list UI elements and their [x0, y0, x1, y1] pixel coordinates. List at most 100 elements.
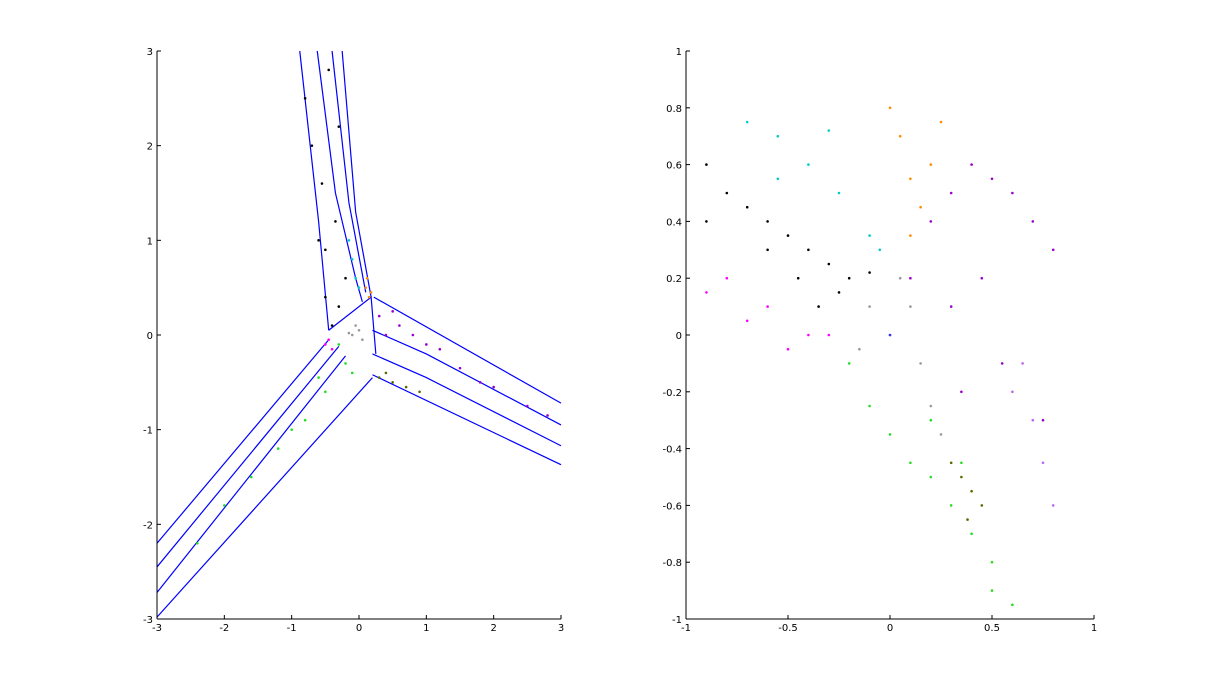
curve — [328, 295, 377, 354]
x-tick-label: -1 — [287, 623, 297, 634]
curve — [156, 345, 340, 568]
point — [990, 177, 994, 181]
curve — [331, 50, 367, 293]
point — [317, 239, 320, 242]
point — [929, 404, 933, 408]
point — [196, 541, 199, 545]
point — [320, 182, 324, 185]
y-tick-label: 1 — [147, 236, 153, 247]
point — [391, 381, 394, 384]
point — [939, 120, 943, 124]
point — [327, 338, 331, 342]
point — [949, 461, 953, 465]
x-tick-label: 1 — [1091, 623, 1097, 634]
point — [391, 310, 394, 313]
point — [276, 447, 280, 450]
point — [337, 305, 341, 308]
point — [223, 504, 226, 507]
point — [786, 234, 790, 237]
point — [347, 331, 351, 335]
point — [361, 338, 364, 342]
point — [317, 376, 320, 379]
y-tick-label: 1 — [676, 47, 682, 58]
point — [868, 305, 871, 308]
curve — [373, 296, 562, 404]
point — [919, 205, 922, 209]
point — [909, 461, 912, 465]
point — [526, 404, 529, 408]
point — [888, 433, 892, 436]
point — [546, 414, 549, 417]
point — [324, 248, 327, 252]
point — [377, 376, 381, 379]
point — [350, 371, 354, 375]
point — [960, 475, 963, 479]
y-tick-label: -0.6 — [662, 501, 682, 512]
point — [807, 163, 810, 166]
point — [970, 532, 973, 536]
point — [827, 262, 831, 266]
point — [249, 475, 253, 479]
point — [1051, 248, 1055, 252]
point — [960, 461, 963, 465]
point — [303, 97, 307, 100]
point — [1011, 390, 1014, 394]
point — [367, 295, 371, 299]
point — [365, 276, 369, 280]
point — [888, 333, 892, 337]
curve — [372, 353, 562, 447]
point — [384, 371, 388, 375]
point — [425, 343, 428, 346]
point — [1041, 418, 1045, 422]
point — [357, 328, 361, 332]
point — [807, 333, 810, 337]
point — [1041, 461, 1045, 465]
point — [837, 191, 841, 195]
y-tick-label: -0.4 — [662, 445, 682, 456]
y-tick-label: -3 — [143, 615, 153, 626]
point — [324, 295, 327, 299]
point — [909, 276, 912, 280]
y-tick-label: -2 — [143, 520, 153, 531]
point — [949, 305, 953, 308]
point — [725, 191, 729, 195]
point — [766, 248, 769, 252]
point — [929, 220, 933, 223]
x-tick-label: -1 — [681, 623, 691, 634]
curve — [372, 374, 562, 466]
curve — [316, 50, 363, 303]
y-tick-label: 3 — [147, 47, 153, 58]
point — [868, 271, 871, 274]
point — [1000, 362, 1004, 365]
point — [966, 518, 969, 521]
point — [398, 324, 401, 327]
point — [1021, 362, 1024, 365]
x-tick-label: 2 — [490, 623, 496, 634]
point — [970, 163, 973, 166]
point — [478, 381, 482, 384]
point — [807, 248, 810, 252]
point — [929, 418, 933, 422]
y-tick-label: 0 — [676, 331, 682, 342]
y-tick-label: 0.6 — [666, 161, 682, 172]
point — [960, 390, 963, 394]
x-tick-label: 0.5 — [984, 623, 1000, 634]
x-tick-label: 0 — [887, 623, 893, 634]
point — [330, 324, 334, 327]
point — [354, 324, 357, 327]
point — [324, 390, 327, 394]
point — [745, 120, 749, 124]
x-tick-label: -0.5 — [778, 623, 798, 634]
point — [337, 125, 341, 129]
point — [1011, 191, 1014, 195]
point — [705, 220, 708, 223]
curve — [156, 377, 373, 618]
x-tick-label: 3 — [558, 623, 564, 634]
point — [337, 343, 341, 346]
y-tick-label: 0 — [147, 331, 153, 342]
x-tick-label: -2 — [219, 623, 229, 634]
point — [909, 177, 912, 181]
point — [919, 362, 922, 365]
y-tick-label: 2 — [147, 142, 153, 153]
point — [796, 276, 800, 280]
